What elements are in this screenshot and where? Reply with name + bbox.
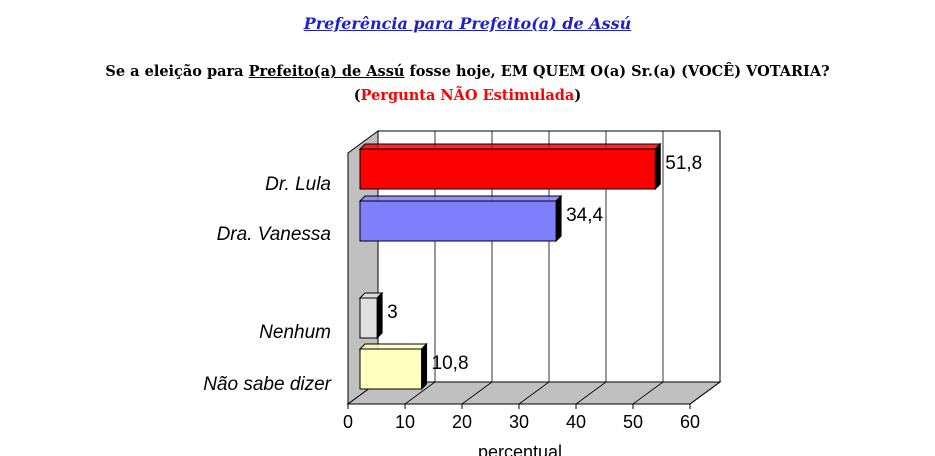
x-tick-label: 10: [395, 412, 415, 432]
x-tick-label: 50: [623, 412, 643, 432]
data-label: 51,8: [665, 153, 702, 174]
floor-gridline: [518, 381, 550, 405]
bar: [359, 297, 378, 339]
category-label: Dra. Vanessa: [217, 224, 331, 245]
floor-gridline: [689, 381, 721, 405]
question-close-paren: ): [574, 87, 582, 104]
x-tick-label: 40: [566, 412, 586, 432]
question-part1: Se a eleição para: [105, 63, 249, 80]
bar-side: [376, 291, 383, 340]
question-text: Se a eleição para Prefeito(a) de Assú fo…: [0, 60, 935, 108]
floor-gridline: [461, 381, 493, 405]
question-open-paren: (: [353, 87, 361, 104]
bar: [359, 200, 557, 242]
floor-gridline: [404, 381, 436, 405]
x-tick-label: 0: [343, 412, 353, 432]
bar-top: [358, 195, 563, 202]
chart-title: Preferência para Prefeito(a) de Assú: [303, 14, 632, 33]
bar-side: [421, 342, 428, 391]
floor-gridline: [632, 381, 664, 405]
bar-side: [555, 194, 562, 243]
x-tick-label: 60: [680, 412, 700, 432]
floor-gridline: [575, 381, 607, 405]
bar: [359, 148, 656, 190]
data-label: 10,8: [432, 353, 469, 374]
question-part2: fosse hoje, EM QUEM O(a) Sr.(a) (VOCÊ) V…: [404, 63, 830, 80]
bar-top: [358, 143, 662, 150]
data-label: 34,4: [566, 205, 603, 226]
x-tick-label: 30: [509, 412, 529, 432]
category-label: Nenhum: [259, 322, 331, 343]
bar-side: [654, 142, 661, 191]
category-label: Dr. Lula: [265, 174, 331, 195]
category-label: Não sabe dizer: [203, 374, 331, 395]
x-tick-label: 20: [452, 412, 472, 432]
bar-top: [358, 343, 428, 350]
question-underlined: Prefeito(a) de Assú: [248, 63, 405, 80]
x-axis-label: percentual: [478, 442, 562, 456]
question-red: Pergunta NÃO Estimulada: [360, 87, 575, 104]
bar: [359, 348, 423, 390]
data-label: 3: [387, 302, 398, 323]
